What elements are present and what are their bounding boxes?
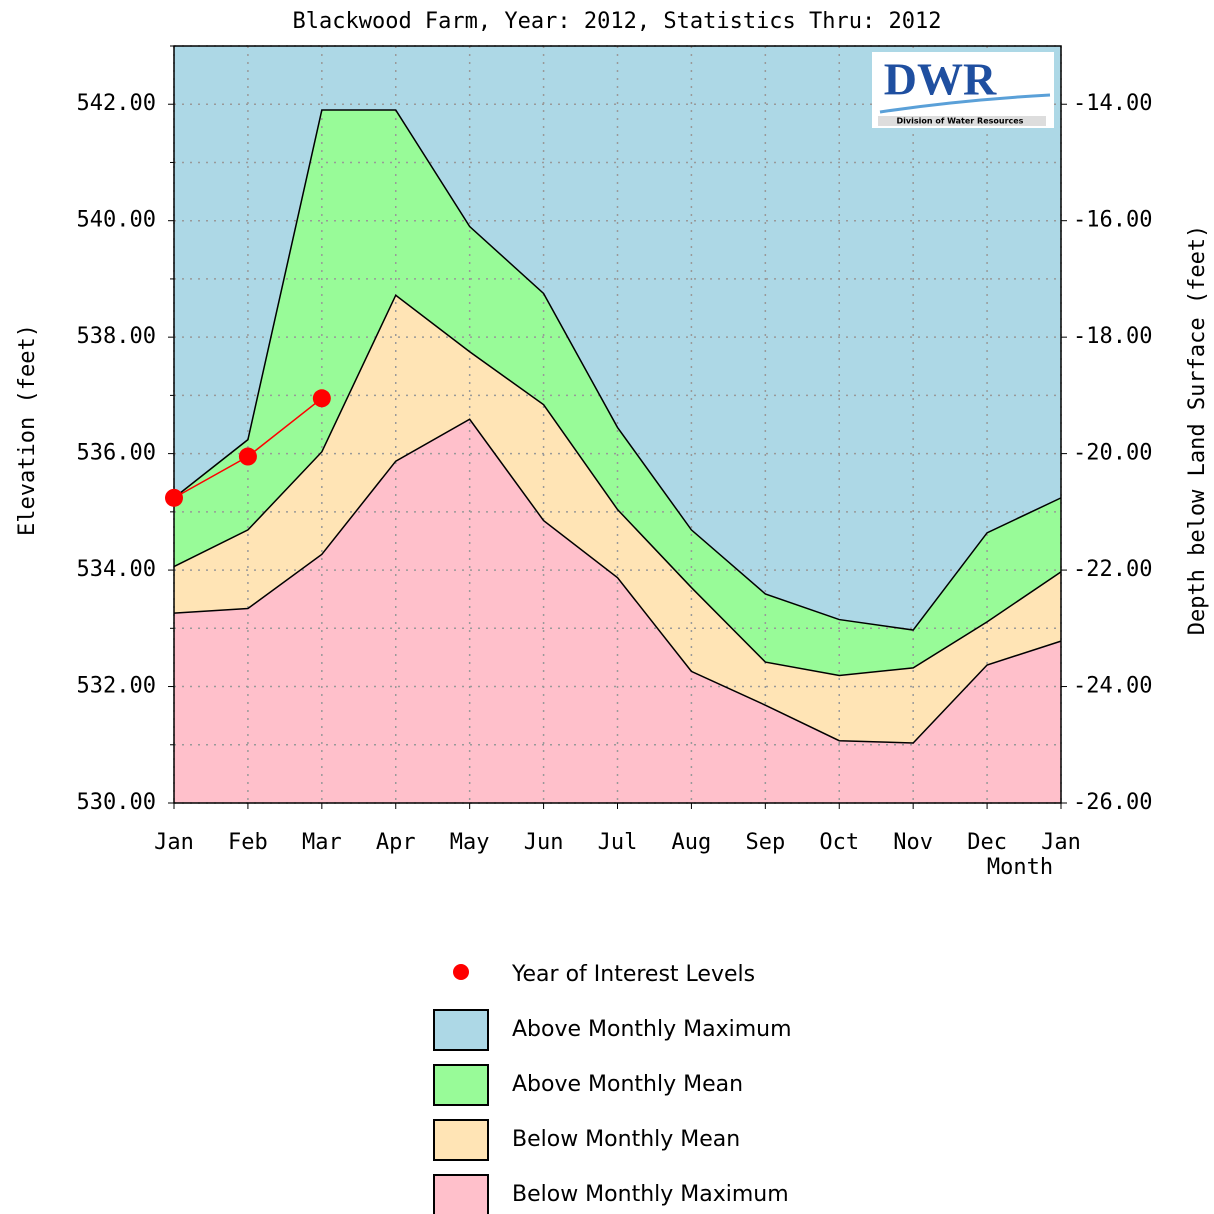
y2-axis-label: Depth below Land Surface (feet) [1185,225,1210,636]
y-tick-label: 540.00 [77,208,156,233]
x-tick-label: Feb [228,830,268,855]
x-tick-label: Jan [1041,830,1081,855]
logo-wave [879,93,1051,114]
logo-subtext: Division of Water Resources [897,117,1024,126]
legend-swatch [433,1064,489,1106]
legend-label: Above Monthly Mean [512,1072,743,1097]
x-axis-label: Month [987,855,1053,880]
y-tick-label: 534.00 [77,557,156,582]
x-tick-label: Jan [154,830,194,855]
legend-swatch [433,1119,489,1161]
logo-box [872,52,1054,128]
logo-band [878,116,1046,126]
y2-tick-label: -22.00 [1073,557,1152,582]
band-boundary [173,109,1062,631]
y2-tick-label: -26.00 [1073,790,1152,815]
legend-swatch [433,1009,489,1051]
y-tick-label: 530.00 [77,790,156,815]
interest-point [312,389,331,408]
legend-label: Year of Interest Levels [511,962,755,987]
y-tick-label: 536.00 [77,441,156,466]
x-tick-label: May [450,830,490,855]
y2-tick-label: -18.00 [1073,324,1152,349]
interest-point [165,488,183,507]
legend-swatch [433,1174,489,1214]
y2-tick-label: -24.00 [1073,674,1152,699]
chart-title: Blackwood Farm, Year: 2012, Statistics T… [292,9,941,34]
x-tick-label: Nov [893,830,933,855]
band-boundary [173,294,1062,677]
legend-label: Below Monthly Mean [512,1127,740,1152]
interest-point [238,447,257,466]
x-tick-label: Mar [302,830,342,855]
y-tick-label: 542.00 [77,91,156,116]
logo-text: DWR [884,54,997,105]
area-fill [174,419,1061,803]
x-tick-label: Sep [745,830,785,855]
y2-tick-label: -14.00 [1073,91,1152,116]
y-axis-label: Elevation (feet) [15,324,40,536]
band-boundary [173,418,1062,744]
y-tick-label: 538.00 [77,324,156,349]
y2-tick-label: -20.00 [1073,441,1152,466]
x-tick-label: Apr [376,830,416,855]
y2-tick-label: -16.00 [1073,208,1152,233]
y-tick-label: 532.00 [77,674,156,699]
x-tick-label: Jun [524,830,564,855]
legend-label: Below Monthly Maximum [512,1182,789,1207]
legend-label: Above Monthly Maximum [512,1017,792,1042]
x-tick-label: Oct [819,830,859,855]
x-tick-label: Aug [672,830,712,855]
legend-marker [453,964,469,980]
x-tick-label: Dec [967,830,1007,855]
x-tick-label: Jul [598,830,638,855]
